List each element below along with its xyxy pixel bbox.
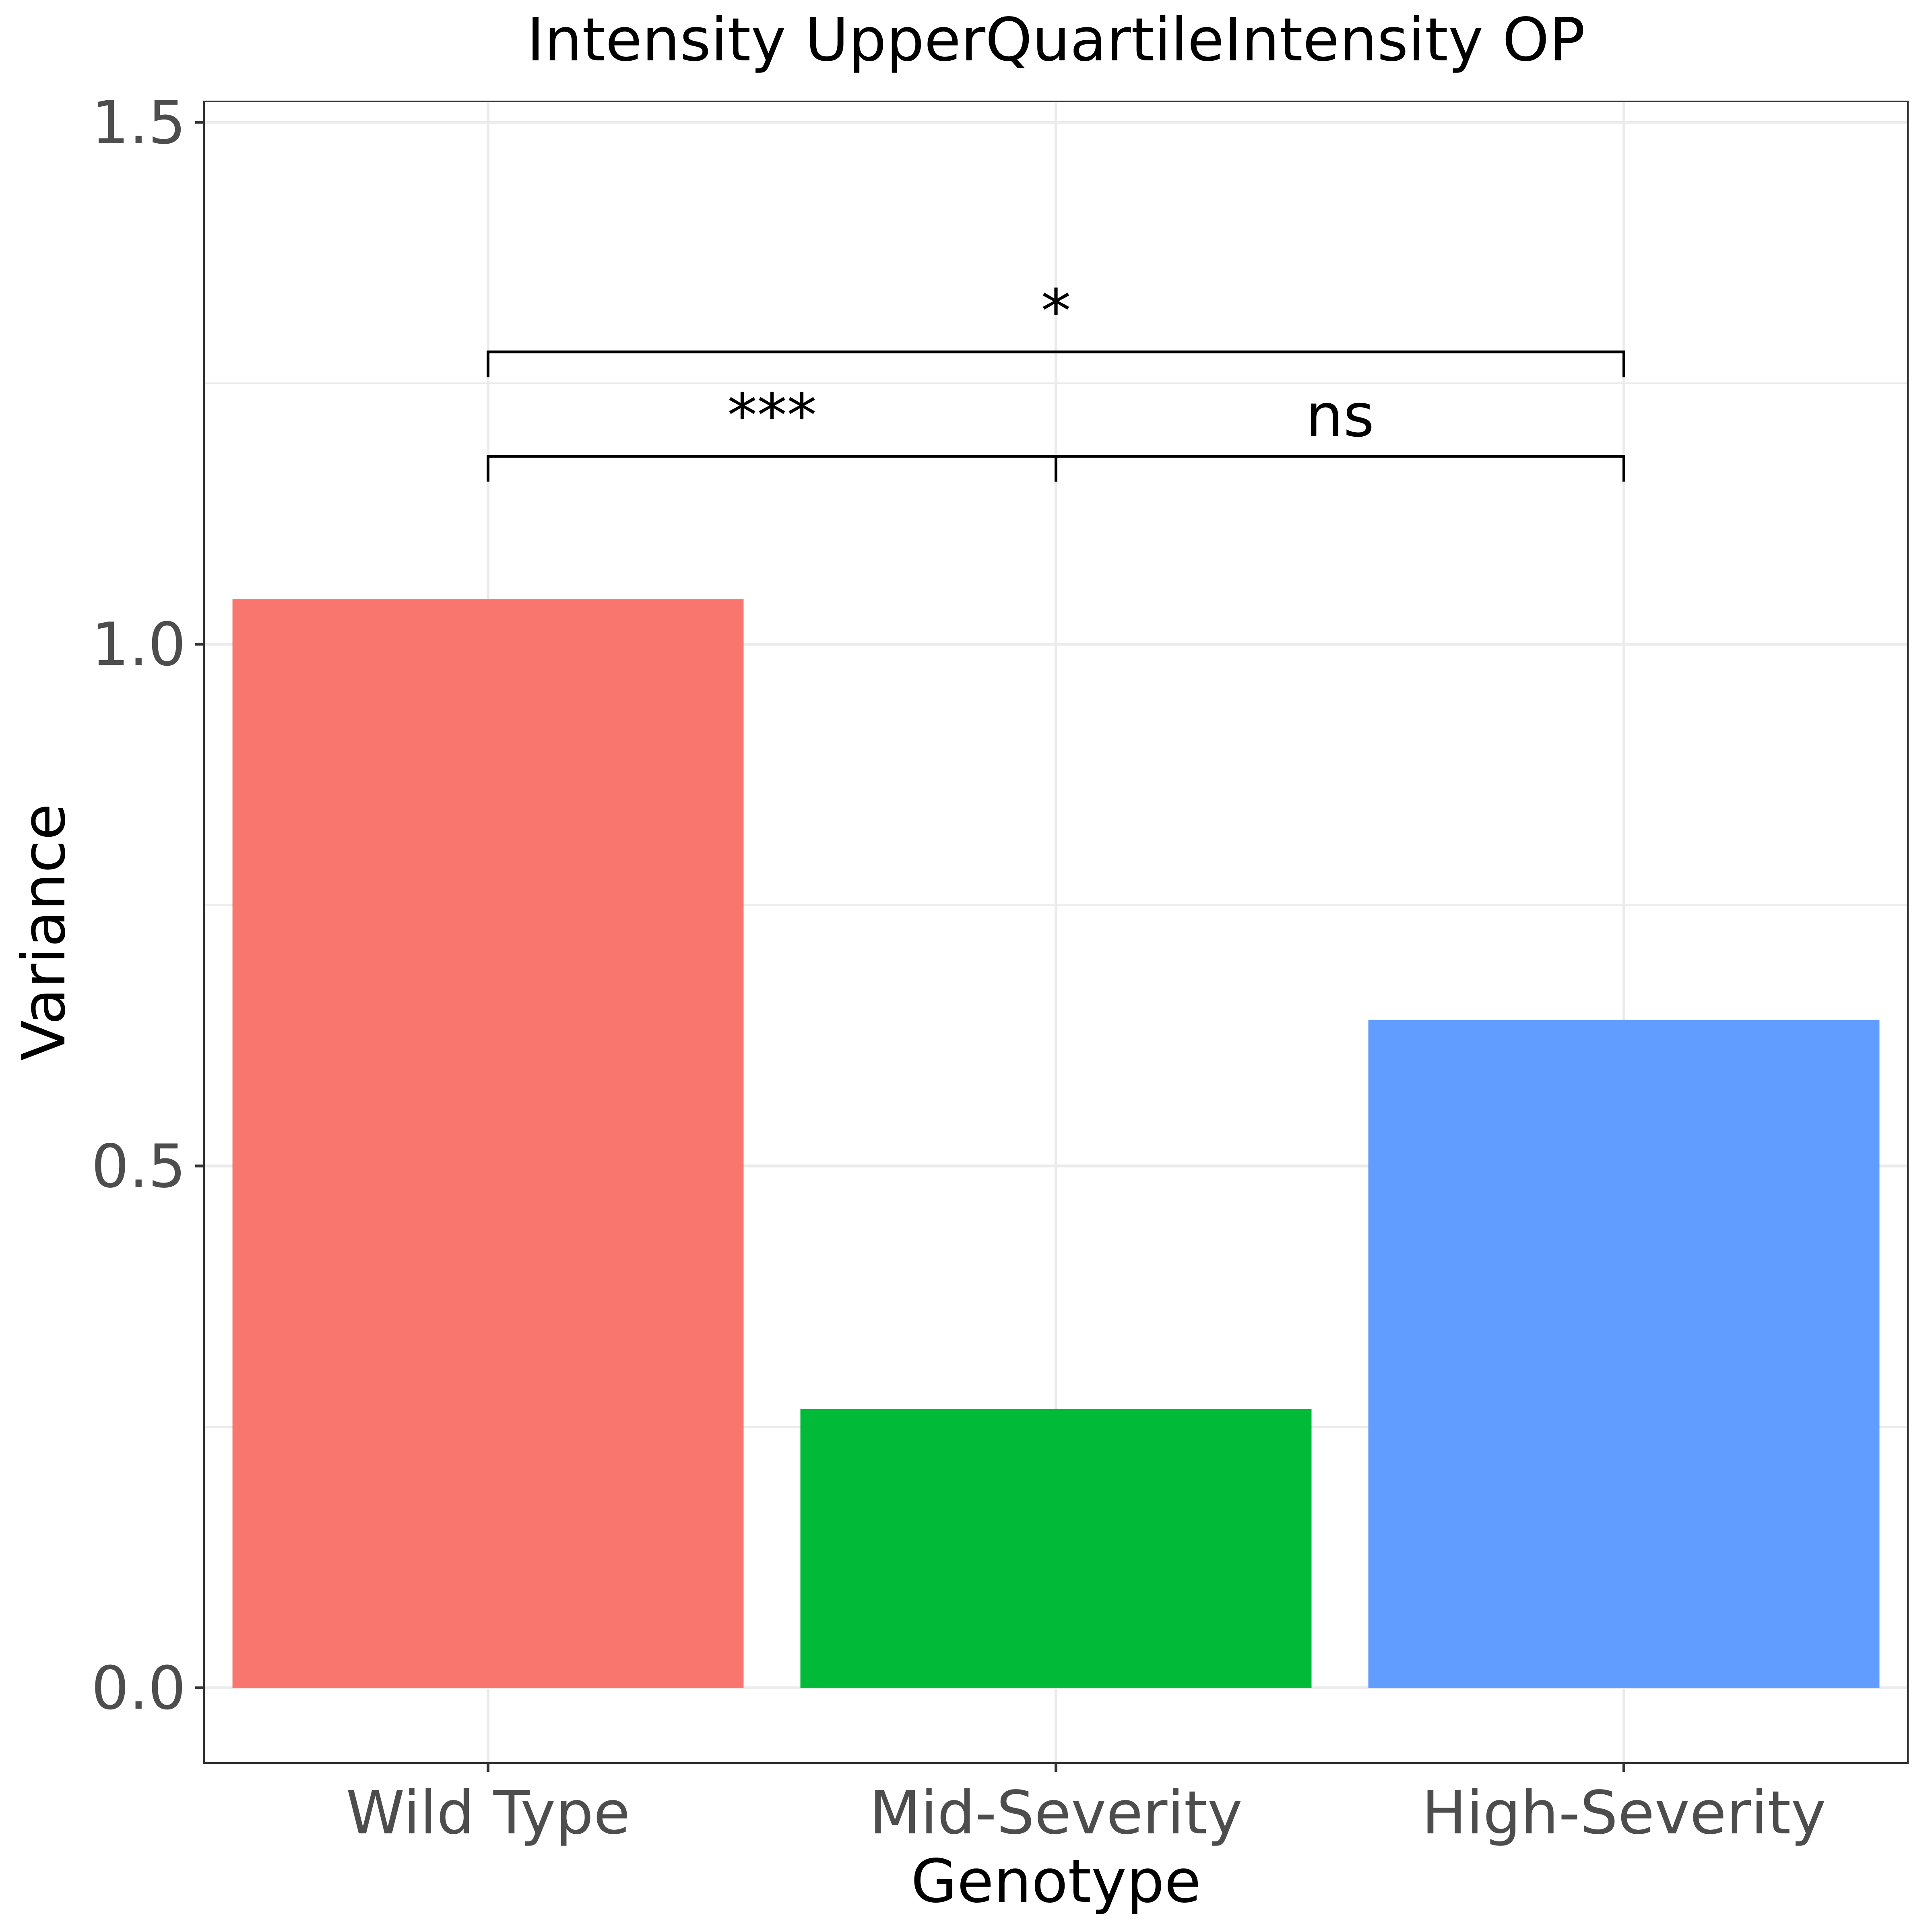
significance-bracket: [1055, 455, 1625, 482]
y-tick-label: 0.0: [91, 1653, 186, 1723]
x-tick-label: Mid-Severity: [869, 1778, 1243, 1847]
significance-bracket: [487, 350, 1625, 378]
y-tick-label: 0.5: [91, 1132, 186, 1201]
y-tick-label: 1.5: [91, 88, 186, 157]
y-tick-label: 1.0: [91, 610, 186, 679]
bar-wild-type: [232, 599, 744, 1688]
x-tick-label: High-Severity: [1422, 1778, 1826, 1847]
axes: 0.0 0.5 1.0 1.5 Wild Type Mid-Severity High-Se…: [91, 88, 1826, 1847]
significance-annotations: *** ns *: [487, 277, 1625, 482]
significance-label: *: [1041, 277, 1071, 346]
x-axis-title: Genotype: [911, 1847, 1201, 1916]
bar-high-severity: [1368, 1020, 1880, 1688]
chart-title: Intensity UpperQuartileIntensity OP: [527, 5, 1585, 74]
significance-label: ns: [1306, 381, 1375, 450]
bar-mid-severity: [800, 1409, 1312, 1688]
y-axis-title: Variance: [9, 803, 78, 1061]
bars: [232, 599, 1880, 1688]
significance-label: ***: [727, 381, 817, 450]
x-tick-label: Wild Type: [346, 1778, 630, 1847]
